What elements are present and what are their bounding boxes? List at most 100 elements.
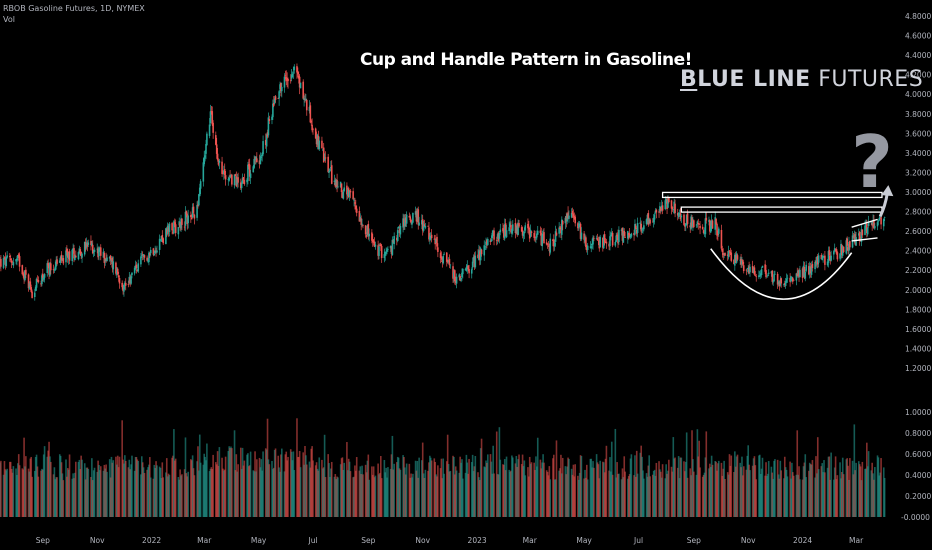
candle	[635, 227, 638, 237]
candle	[714, 211, 717, 235]
volume-bar	[760, 468, 763, 517]
volume-bar	[748, 464, 750, 517]
volume-bar	[246, 454, 248, 517]
candle	[585, 244, 588, 253]
volume-bar	[478, 480, 481, 517]
candle	[740, 254, 742, 268]
volume-bar	[191, 455, 194, 517]
volume-bar	[534, 470, 536, 517]
price-tick-label: 2.8000	[905, 208, 931, 217]
price-tick-label: 4.4000	[905, 51, 931, 60]
volume-bar	[711, 464, 714, 517]
volume-bar	[210, 467, 213, 517]
candle	[410, 218, 412, 225]
volume-bar	[412, 473, 414, 517]
volume-bar	[268, 464, 271, 517]
candle	[791, 276, 793, 282]
volume-bar	[340, 458, 343, 517]
candle	[384, 251, 387, 261]
candle	[580, 227, 583, 241]
candle	[55, 256, 57, 270]
candle	[741, 256, 743, 268]
candle	[860, 223, 863, 247]
volume-bar	[17, 454, 20, 517]
candle	[536, 225, 539, 235]
volume-bar	[97, 460, 99, 517]
candle	[521, 226, 524, 239]
volume-bar	[147, 467, 149, 517]
volume-bar	[409, 477, 412, 517]
candles	[0, 63, 886, 301]
candle	[206, 131, 208, 146]
candle	[709, 219, 711, 235]
price-tick-label: 3.2000	[905, 168, 931, 177]
candle	[67, 251, 70, 265]
candle	[590, 243, 593, 253]
volume-bar	[602, 461, 604, 517]
candle	[371, 229, 373, 244]
candle	[615, 232, 618, 243]
volume-bar	[491, 473, 494, 517]
candle	[764, 260, 766, 274]
volume-bar	[564, 466, 567, 517]
volume-bar	[746, 455, 749, 517]
symbol-header[interactable]: RBOB Gasoline Futures, 1D, NYMEX	[3, 4, 145, 13]
candle	[491, 230, 494, 241]
volume-bar	[354, 465, 356, 517]
volume-bar	[774, 459, 776, 517]
candle	[197, 200, 199, 209]
candle	[696, 220, 699, 228]
volume-bar	[206, 443, 208, 517]
candle	[343, 181, 346, 193]
volume-bar	[48, 441, 50, 517]
candle	[593, 235, 595, 242]
volume-bar	[16, 474, 18, 517]
time-tick-label: Jul	[307, 536, 317, 545]
candle	[404, 214, 406, 230]
candle	[624, 231, 626, 238]
candle	[368, 228, 370, 242]
candle	[37, 276, 40, 284]
volume-bar	[485, 460, 487, 517]
candle	[116, 267, 119, 276]
candle	[30, 284, 33, 293]
volume-bar	[741, 456, 743, 517]
candle	[486, 238, 488, 249]
candle	[24, 270, 26, 282]
volume-bar	[172, 455, 174, 517]
volume-bar	[293, 470, 296, 517]
volume-bar	[536, 466, 538, 517]
volume-bar	[683, 461, 685, 517]
candle	[334, 177, 337, 188]
candle	[265, 133, 268, 153]
candle	[795, 273, 798, 286]
volume-bar	[103, 464, 106, 517]
candle	[404, 214, 407, 227]
candle	[742, 261, 745, 274]
volume-tick-label: 0.4000	[905, 471, 931, 480]
candle	[79, 246, 82, 256]
candle	[412, 212, 414, 224]
candle	[106, 254, 108, 262]
candle	[3, 256, 6, 260]
volume-bar	[34, 456, 37, 517]
candle	[882, 218, 885, 231]
volume-bar	[649, 476, 651, 517]
candle	[16, 255, 18, 266]
candle	[602, 237, 604, 252]
volume-bar	[173, 460, 176, 517]
candle	[246, 178, 248, 187]
candle	[524, 222, 527, 233]
candle	[697, 218, 700, 230]
volume-bar	[96, 471, 99, 517]
volume-bar	[721, 475, 724, 517]
candle	[720, 224, 723, 251]
volume-bar	[241, 447, 244, 517]
time-tick-label: Nov	[741, 536, 756, 545]
volume-bar	[608, 470, 610, 517]
volume-bar	[91, 480, 94, 517]
candle	[540, 227, 543, 246]
candle	[209, 104, 212, 127]
candle	[77, 251, 80, 261]
